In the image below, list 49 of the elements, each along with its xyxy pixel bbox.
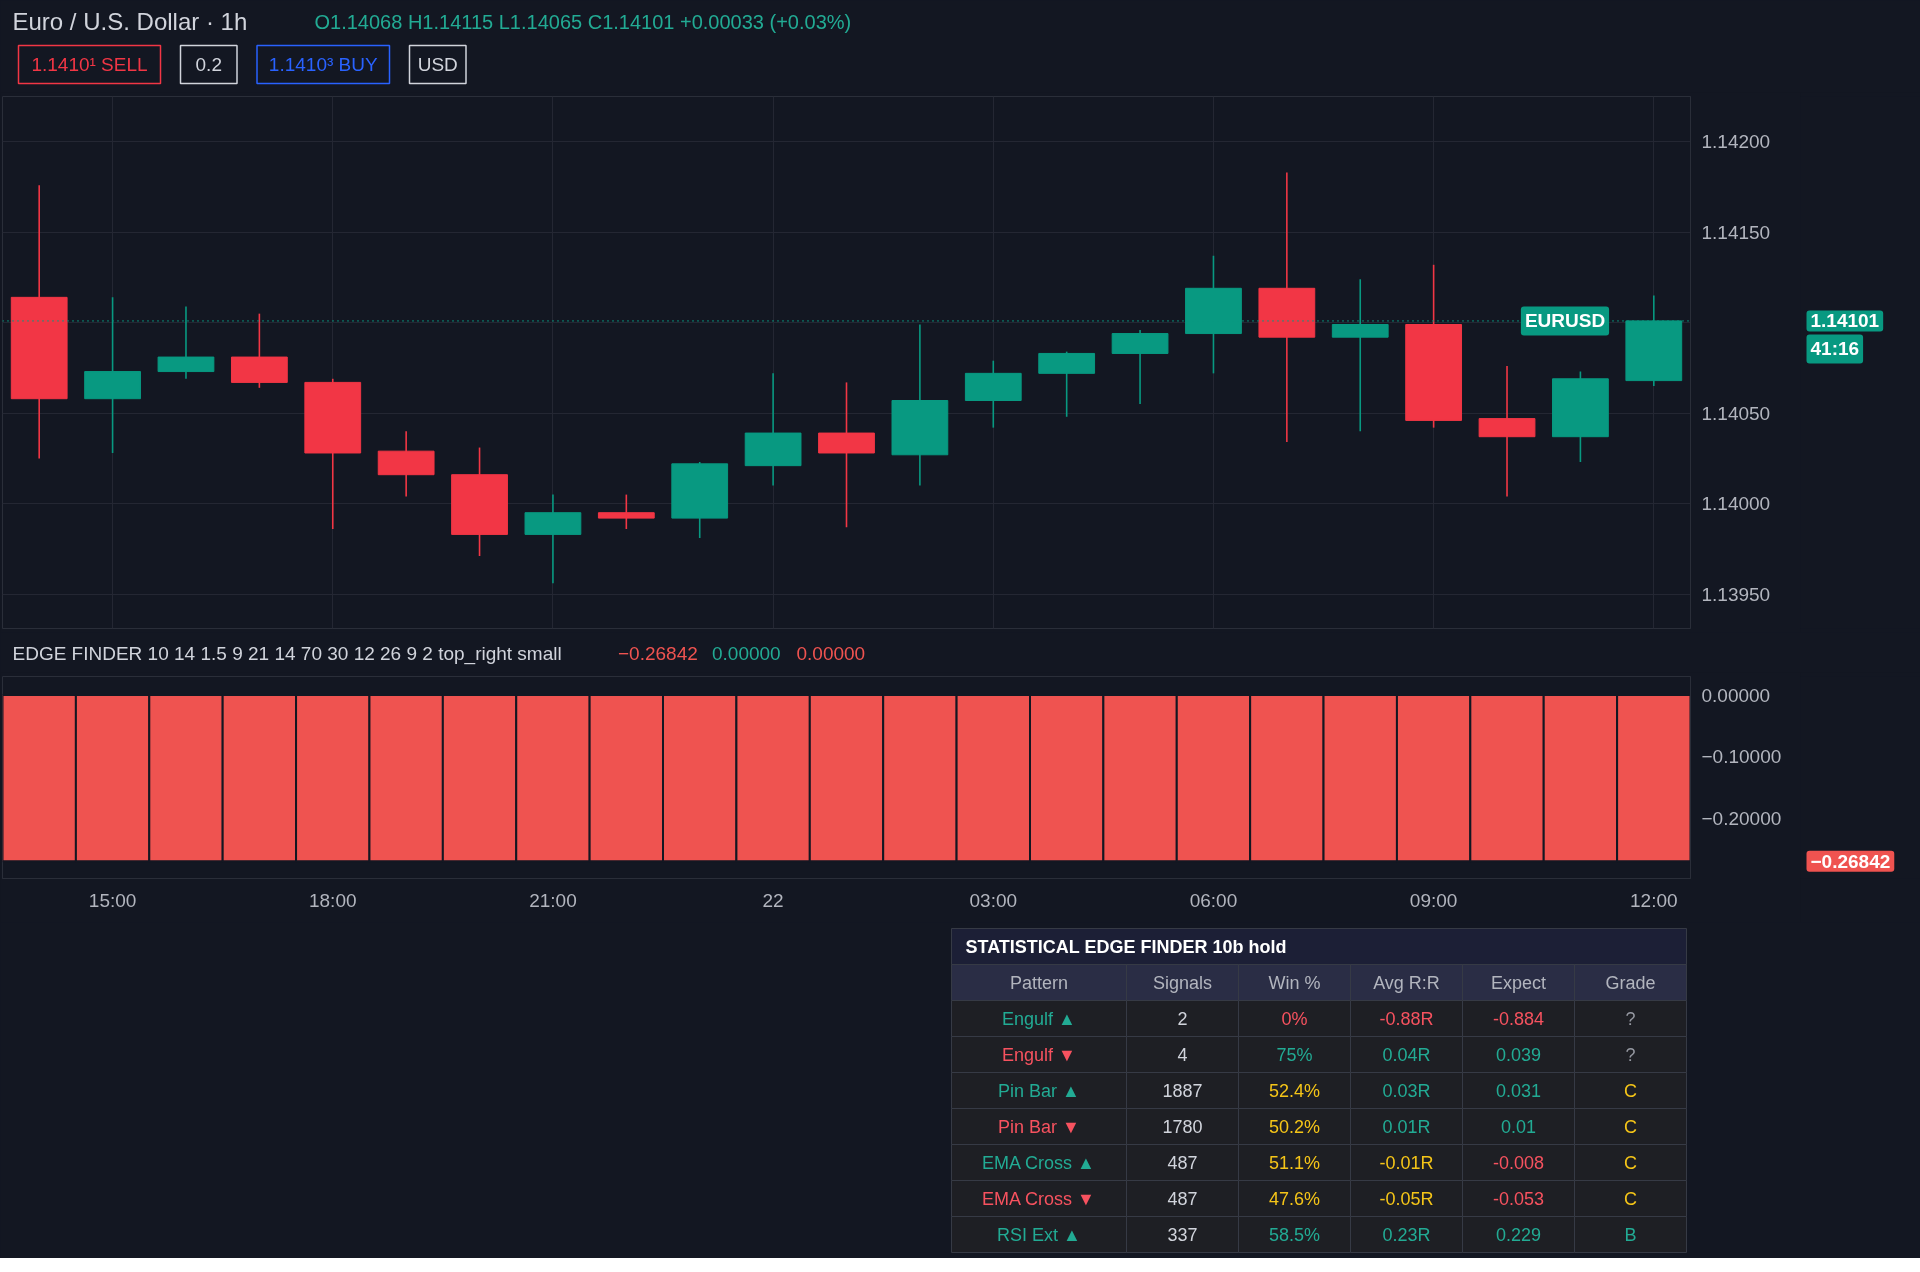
- text: 47.6%: [1268, 1188, 1321, 1209]
- text: 337: [1167, 1225, 1198, 1245]
- text: Pin Bar ▼: [998, 1116, 1080, 1137]
- category-label: Avg R:R: [1373, 972, 1440, 993]
- text: -0.008: [1492, 1153, 1545, 1173]
- category-label: Pattern: [1009, 972, 1069, 993]
- text: -0.884: [1492, 1009, 1545, 1029]
- text: 58.5%: [1268, 1224, 1321, 1245]
- text: 1780: [1162, 1117, 1203, 1137]
- text: 0.04R: [1382, 1044, 1431, 1065]
- text: EMA Cross ▼: [982, 1188, 1095, 1209]
- text: 0.229: [1495, 1225, 1542, 1245]
- text: ?: [1625, 1008, 1636, 1029]
- text: 0.03R: [1382, 1080, 1431, 1101]
- text: EMA Cross ▲: [982, 1152, 1095, 1173]
- text: 487: [1167, 1153, 1198, 1173]
- text: C: [1624, 1080, 1637, 1101]
- text: Engulf ▲: [1002, 1008, 1076, 1029]
- category-label: Expect: [1490, 972, 1547, 993]
- text: 0.23R: [1382, 1224, 1431, 1245]
- text: Engulf ▼: [1002, 1044, 1076, 1065]
- text: -0.053: [1492, 1189, 1545, 1209]
- category-label: Grade: [1605, 972, 1656, 993]
- text: 0%: [1281, 1008, 1308, 1029]
- text: 4: [1177, 1045, 1188, 1065]
- text: ?: [1625, 1044, 1636, 1065]
- text: STATISTICAL EDGE FINDER 10b hold: [965, 936, 1287, 957]
- text: C: [1624, 1188, 1637, 1209]
- text: C: [1624, 1152, 1637, 1173]
- text: 0.039: [1495, 1045, 1542, 1065]
- text: B: [1624, 1224, 1637, 1245]
- text: 0.031: [1495, 1081, 1542, 1101]
- text: 2: [1177, 1009, 1188, 1029]
- text: Pin Bar ▲: [998, 1080, 1080, 1101]
- text: 0.01R: [1382, 1116, 1431, 1137]
- text: 0.01: [1500, 1117, 1537, 1137]
- text: 75%: [1276, 1044, 1313, 1065]
- text: 51.1%: [1268, 1152, 1321, 1173]
- text: -0.05R: [1379, 1188, 1434, 1209]
- category-label: Signals: [1152, 972, 1213, 993]
- text: RSI Ext ▲: [997, 1224, 1081, 1245]
- text: C: [1624, 1116, 1637, 1137]
- text: 487: [1167, 1189, 1198, 1209]
- text: 52.4%: [1268, 1080, 1321, 1101]
- category-label: Win %: [1268, 972, 1321, 993]
- text: 1887: [1162, 1081, 1203, 1101]
- text: -0.01R: [1379, 1152, 1434, 1173]
- text: -0.88R: [1379, 1008, 1434, 1029]
- text: 50.2%: [1268, 1116, 1321, 1137]
